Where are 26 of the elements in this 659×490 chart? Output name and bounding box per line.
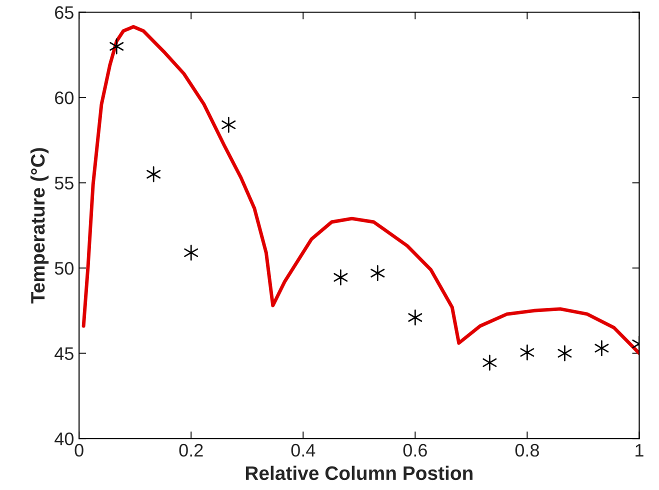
line-series [82, 25, 640, 356]
point [184, 244, 198, 261]
y-axis-title: Temperature (°C) [30, 148, 49, 304]
x-tick-label: 0.2 [179, 444, 203, 457]
x-tick-label: 1 [636, 444, 644, 456]
y-tick-label: 65 [55, 6, 74, 19]
y-tick-label: 40 [54, 432, 74, 446]
point [222, 116, 236, 133]
y-tick-label: 55 [54, 176, 74, 190]
x-tick-label: 0 [74, 444, 84, 457]
x-tick-label: 0.8 [515, 444, 539, 457]
point [482, 354, 497, 371]
point [558, 345, 572, 362]
x-tick-label: 0.6 [403, 444, 427, 457]
point [334, 269, 348, 286]
point [594, 340, 609, 356]
y-tick-label: 50 [54, 262, 74, 275]
point [520, 344, 534, 360]
point [146, 166, 161, 182]
point [408, 310, 422, 326]
point [110, 38, 124, 54]
y-tick-label: 60 [55, 91, 74, 104]
x-axis-title: Relative Column Postion [246, 466, 472, 480]
y-tick-label: 45 [54, 347, 74, 360]
point [370, 265, 385, 282]
x-tick-label: 0.4 [291, 444, 316, 457]
